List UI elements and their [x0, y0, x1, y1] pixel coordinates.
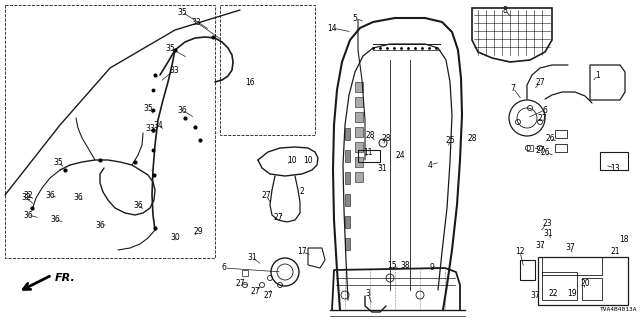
Text: 22: 22 — [548, 289, 557, 298]
Text: 33: 33 — [191, 18, 201, 27]
Text: 31: 31 — [543, 228, 553, 237]
Text: 37: 37 — [530, 291, 540, 300]
Text: 27: 27 — [273, 213, 283, 222]
Text: 15: 15 — [387, 261, 397, 270]
Text: 10: 10 — [287, 156, 297, 164]
Text: 28: 28 — [381, 133, 391, 142]
Bar — [520, 260, 535, 280]
Polygon shape — [345, 238, 350, 250]
Text: 32: 32 — [21, 194, 31, 203]
Bar — [355, 97, 363, 107]
Text: 3: 3 — [365, 289, 371, 298]
Polygon shape — [345, 194, 350, 206]
Bar — [355, 172, 363, 182]
Bar — [538, 257, 628, 305]
Text: 27: 27 — [535, 77, 545, 86]
Text: 7: 7 — [511, 84, 515, 92]
Text: 28: 28 — [467, 133, 477, 142]
Text: 27: 27 — [535, 146, 545, 155]
Text: 4: 4 — [428, 161, 433, 170]
Text: 25: 25 — [445, 135, 455, 145]
Bar — [527, 145, 533, 151]
Polygon shape — [345, 216, 350, 228]
Text: 20: 20 — [580, 278, 590, 287]
Text: 31: 31 — [377, 164, 387, 172]
Bar — [582, 278, 602, 300]
Text: 24: 24 — [395, 150, 405, 159]
Text: 26: 26 — [545, 133, 555, 142]
Text: 23: 23 — [542, 219, 552, 228]
Text: 35: 35 — [53, 157, 63, 166]
Text: 38: 38 — [400, 260, 410, 269]
Bar — [355, 82, 363, 92]
Text: 14: 14 — [327, 23, 337, 33]
Text: 13: 13 — [610, 164, 620, 172]
Bar — [555, 130, 567, 138]
Text: 5: 5 — [353, 13, 357, 22]
Text: 36: 36 — [95, 220, 105, 229]
Text: 27: 27 — [261, 190, 271, 199]
Text: 10: 10 — [303, 156, 313, 164]
Text: 37: 37 — [535, 241, 545, 250]
Text: 30: 30 — [170, 234, 180, 243]
Bar — [242, 270, 248, 276]
Text: 29: 29 — [193, 228, 203, 236]
Text: 26: 26 — [540, 148, 550, 156]
Text: 9: 9 — [429, 263, 435, 273]
Text: 35: 35 — [143, 103, 153, 113]
Bar — [355, 142, 363, 152]
Text: 27: 27 — [537, 114, 547, 123]
Text: 36: 36 — [133, 201, 143, 210]
Text: 35: 35 — [165, 44, 175, 52]
Text: TVA4B4013A: TVA4B4013A — [600, 307, 637, 312]
Bar — [355, 127, 363, 137]
Text: 16: 16 — [245, 77, 255, 86]
Text: 33: 33 — [169, 66, 179, 75]
Polygon shape — [345, 172, 350, 184]
Text: 36: 36 — [50, 215, 60, 225]
Text: FR.: FR. — [55, 273, 76, 283]
Bar — [555, 144, 567, 152]
Text: 36: 36 — [177, 106, 187, 115]
Polygon shape — [345, 150, 350, 162]
Text: 18: 18 — [620, 236, 628, 244]
Text: 11: 11 — [364, 148, 372, 156]
Bar — [355, 157, 363, 167]
Text: 21: 21 — [611, 247, 620, 257]
Text: 1: 1 — [596, 70, 600, 79]
Bar — [542, 272, 577, 300]
Text: 34: 34 — [153, 121, 163, 130]
Text: 27: 27 — [235, 278, 245, 287]
Text: 17: 17 — [297, 247, 307, 257]
Polygon shape — [345, 128, 350, 140]
Bar — [355, 112, 363, 122]
Text: 8: 8 — [502, 5, 508, 14]
Text: 32: 32 — [23, 190, 33, 199]
Text: 19: 19 — [567, 289, 577, 298]
Text: 27: 27 — [263, 291, 273, 300]
Text: 6: 6 — [221, 263, 227, 273]
Text: 27: 27 — [250, 286, 260, 295]
Text: 36: 36 — [23, 211, 33, 220]
Text: 37: 37 — [565, 243, 575, 252]
Text: 36: 36 — [73, 194, 83, 203]
Text: 12: 12 — [515, 247, 525, 257]
Text: 31: 31 — [247, 252, 257, 261]
Bar — [600, 152, 628, 170]
Text: 35: 35 — [177, 7, 187, 17]
Bar — [542, 257, 602, 275]
Text: 6: 6 — [543, 106, 547, 115]
Bar — [358, 150, 380, 162]
Text: 36: 36 — [45, 190, 55, 199]
Text: 28: 28 — [365, 131, 375, 140]
Text: 33: 33 — [145, 124, 155, 132]
Text: 2: 2 — [300, 188, 305, 196]
